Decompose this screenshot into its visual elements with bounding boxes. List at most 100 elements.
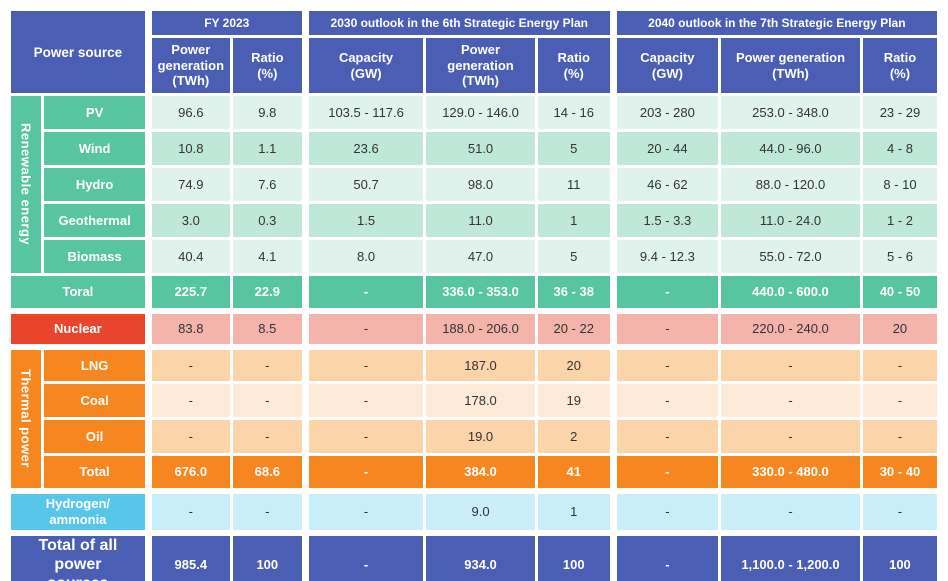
- data-cell: 96.6: [144, 93, 233, 132]
- data-cell: 19: [534, 381, 615, 420]
- col-header-2040-ratio: Ratio (%): [859, 35, 941, 96]
- data-cell: 129.0 - 146.0: [423, 93, 538, 132]
- data-cell: 934.0: [423, 529, 538, 581]
- data-cell: -: [609, 529, 722, 581]
- header-sub-row: Power generation (TWh) Ratio (%) Capacit…: [10, 35, 941, 96]
- table-row-oil: Oil - - - 19.0 2 - - -: [10, 417, 941, 456]
- data-cell: -: [144, 417, 233, 456]
- section-label-thermal-power: Thermal power: [7, 343, 45, 492]
- row-label-biomass: Biomass: [41, 237, 150, 276]
- data-cell: 100: [859, 529, 941, 581]
- table-row-biomass: Biomass 40.4 4.1 8.0 47.0 5 9.4 - 12.3 5…: [10, 237, 941, 276]
- corner-cell-power-source: Power source: [8, 8, 150, 96]
- data-cell: 220.0 - 240.0: [718, 307, 863, 348]
- data-cell: 3.0: [144, 201, 233, 240]
- data-cell: -: [718, 417, 863, 456]
- data-cell: 187.0: [423, 343, 538, 384]
- col-header-2030-ratio: Ratio (%): [534, 35, 615, 96]
- data-cell: 20: [859, 307, 941, 348]
- section-label-renewable-energy: Renewable energy: [7, 93, 45, 276]
- data-cell: 83.8: [144, 307, 233, 348]
- data-cell: 336.0 - 353.0: [423, 273, 538, 312]
- col-header-2030-capacity: Capacity (GW): [301, 35, 427, 96]
- table-row-coal: Coal - - - 178.0 19 - - -: [10, 381, 941, 420]
- data-cell: 1,100.0 - 1,200.0: [718, 529, 863, 581]
- data-cell: -: [609, 487, 722, 534]
- data-cell: 8 - 10: [859, 165, 941, 204]
- data-cell: 23.6: [301, 129, 427, 168]
- data-cell: -: [609, 307, 722, 348]
- data-cell: -: [609, 381, 722, 420]
- data-cell: 1: [534, 201, 615, 240]
- table-row-renewable-total: Toral 225.7 22.9 - 336.0 - 353.0 36 - 38…: [8, 273, 941, 312]
- header-group-row: Power source FY 2023 2030 outlook in the…: [8, 8, 941, 96]
- data-cell: 23 - 29: [859, 93, 941, 132]
- data-cell: 5 - 6: [859, 237, 941, 276]
- group-header-fy2023: FY 2023: [144, 8, 307, 38]
- data-cell: 4 - 8: [859, 129, 941, 168]
- data-cell: -: [229, 487, 307, 534]
- data-cell: 11.0: [423, 201, 538, 240]
- col-header-fy2023-ratio: Ratio (%): [229, 35, 307, 96]
- data-cell: 74.9: [144, 165, 233, 204]
- table-row-nuclear: Nuclear 83.8 8.5 - 188.0 - 206.0 20 - 22…: [8, 307, 941, 348]
- data-cell: 41: [534, 453, 615, 492]
- data-cell: 5: [534, 237, 615, 276]
- data-cell: 8.0: [301, 237, 427, 276]
- data-cell: 985.4: [144, 529, 233, 581]
- data-cell: 440.0 - 600.0: [718, 273, 863, 312]
- data-cell: 4.1: [229, 237, 307, 276]
- data-cell: -: [609, 273, 722, 312]
- data-cell: 9.0: [423, 487, 538, 534]
- row-label-hydro: Hydro: [41, 165, 150, 204]
- table-row-thermal-total: Total 676.0 68.6 - 384.0 41 - 330.0 - 48…: [10, 453, 941, 492]
- col-header-fy2023-power-generation: Power generation (TWh): [144, 35, 233, 96]
- row-label-wind: Wind: [41, 129, 150, 168]
- table-row-geothermal: Geothermal 3.0 0.3 1.5 11.0 1 1.5 - 3.3 …: [10, 201, 941, 240]
- table-row-hydrogen-ammonia: Hydrogen/ ammonia - - - 9.0 1 - - -: [8, 487, 941, 534]
- group-header-2030-outlook: 2030 outlook in the 6th Strategic Energy…: [301, 8, 615, 38]
- data-cell: 100: [229, 529, 307, 581]
- data-cell: 0.3: [229, 201, 307, 240]
- data-cell: 1.5: [301, 201, 427, 240]
- energy-outlook-table: Power source FY 2023 2030 outlook in the…: [7, 8, 941, 581]
- data-cell: 225.7: [144, 273, 233, 312]
- data-cell: 9.8: [229, 93, 307, 132]
- data-cell: 88.0 - 120.0: [718, 165, 863, 204]
- data-cell: -: [144, 343, 233, 384]
- data-cell: 20 - 44: [609, 129, 722, 168]
- data-cell: 9.4 - 12.3: [609, 237, 722, 276]
- col-header-2040-power-generation: Power generation (TWh): [718, 35, 863, 96]
- row-label-lng: LNG: [41, 343, 150, 384]
- data-cell: 2: [534, 417, 615, 456]
- data-cell: 50.7: [301, 165, 427, 204]
- data-cell: 20: [534, 343, 615, 384]
- data-cell: 11: [534, 165, 615, 204]
- data-cell: 103.5 - 117.6: [301, 93, 427, 132]
- col-header-2030-power-generation: Power generation (TWh): [423, 35, 538, 96]
- data-cell: -: [301, 343, 427, 384]
- data-cell: -: [229, 417, 307, 456]
- row-label-geothermal: Geothermal: [41, 201, 150, 240]
- data-cell: 44.0 - 96.0: [718, 129, 863, 168]
- group-header-2040-outlook: 2040 outlook in the 7th Strategic Energy…: [609, 8, 941, 38]
- data-cell: 30 - 40: [859, 453, 941, 492]
- col-header-2040-capacity: Capacity (GW): [609, 35, 722, 96]
- row-label-grand-total: Total of all power sources: [8, 529, 150, 581]
- data-cell: -: [609, 453, 722, 492]
- data-cell: -: [859, 381, 941, 420]
- data-cell: 253.0 - 348.0: [718, 93, 863, 132]
- table-row-pv: Renewable energy PV 96.6 9.8 103.5 - 117…: [7, 93, 941, 276]
- data-cell: 20 - 22: [534, 307, 615, 348]
- data-cell: 5: [534, 129, 615, 168]
- data-cell: -: [229, 381, 307, 420]
- data-cell: 1.5 - 3.3: [609, 201, 722, 240]
- data-cell: 1 - 2: [859, 201, 941, 240]
- data-cell: -: [301, 273, 427, 312]
- data-cell: -: [859, 343, 941, 384]
- data-cell: 1: [534, 487, 615, 534]
- table-row-hydro: Hydro 74.9 7.6 50.7 98.0 11 46 - 62 88.0…: [10, 165, 941, 204]
- data-cell: -: [609, 343, 722, 384]
- data-cell: 11.0 - 24.0: [718, 201, 863, 240]
- data-cell: 22.9: [229, 273, 307, 312]
